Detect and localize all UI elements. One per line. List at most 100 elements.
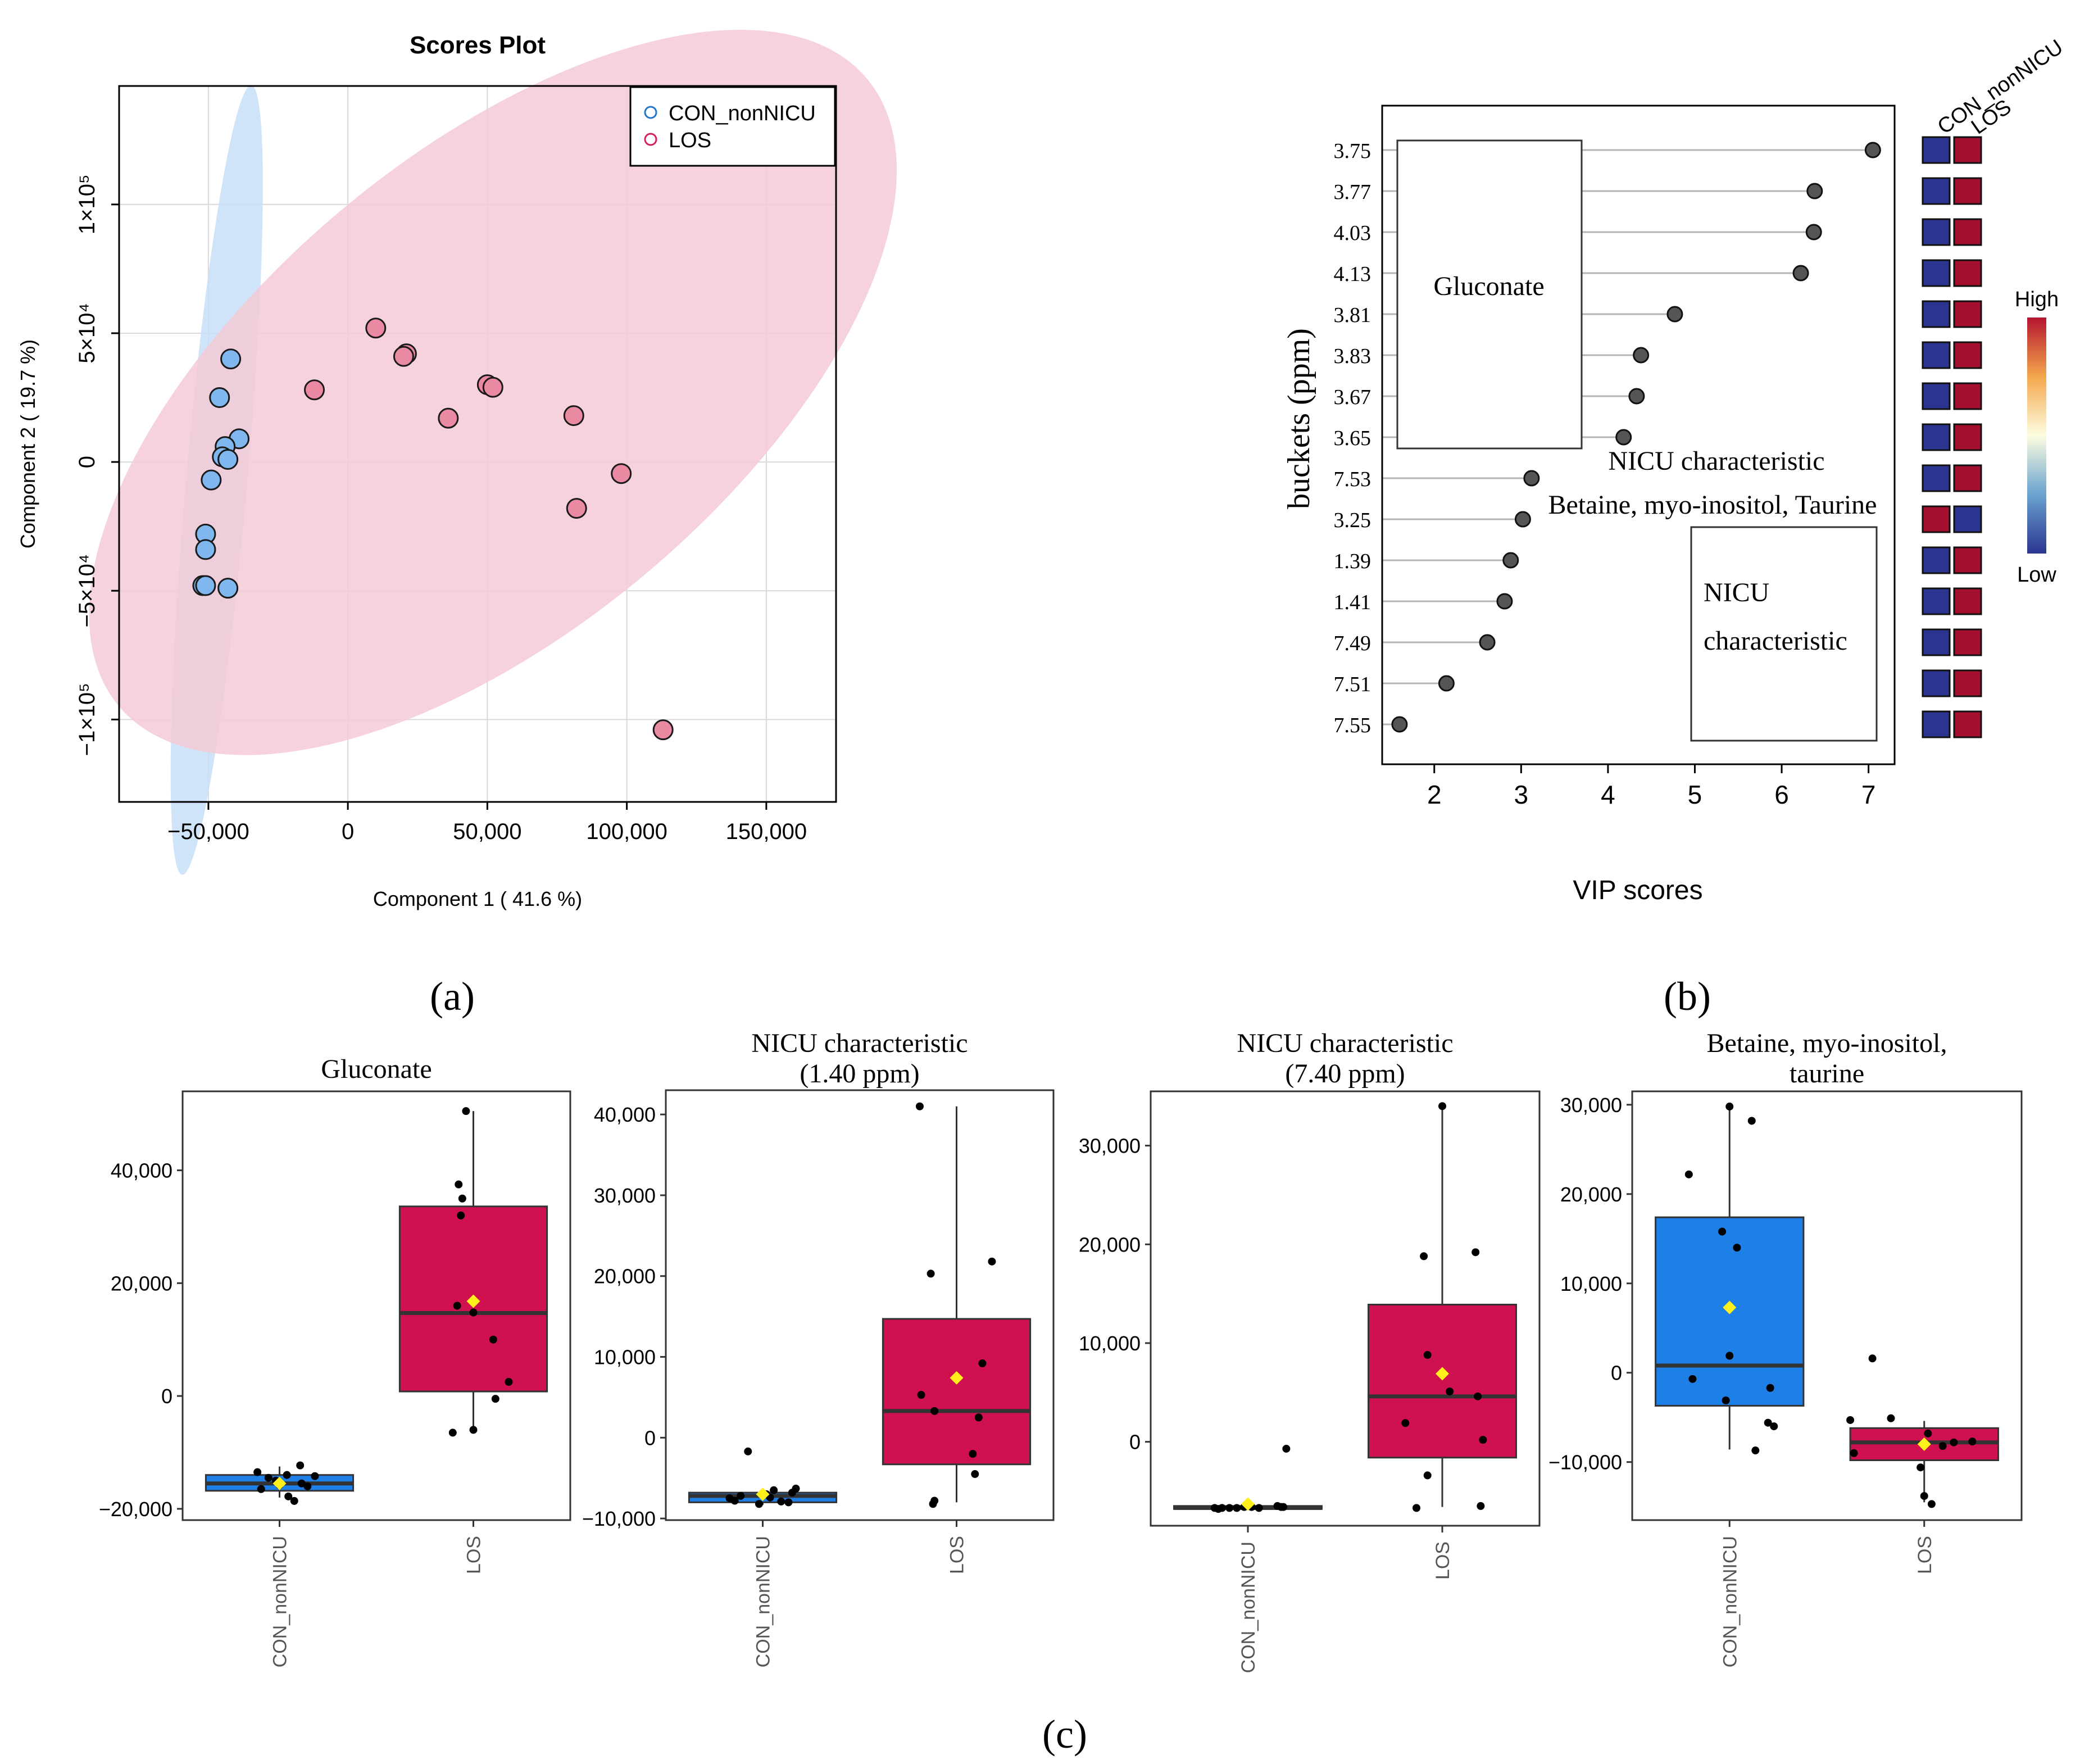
- vip-bucket-label: 4.13: [1334, 262, 1371, 286]
- vip-dot: [1479, 634, 1496, 651]
- heatmap-cell-los: [1953, 628, 1982, 656]
- boxplot-point: [1924, 1429, 1932, 1437]
- x-tick-label: 150,000: [726, 819, 807, 844]
- boxplot-point: [253, 1468, 262, 1476]
- boxplot-title-line: Betaine, myo-inositol,: [1707, 1028, 1947, 1058]
- boxplot-point: [1725, 1103, 1734, 1111]
- boxplot-y-tick-label: 40,000: [111, 1159, 172, 1182]
- boxplot-y-tick-label: 30,000: [1560, 1094, 1622, 1117]
- vip-bucket-label: 3.65: [1334, 427, 1371, 450]
- boxplot-point: [1722, 1396, 1730, 1404]
- boxplot-point: [458, 1194, 466, 1203]
- boxplot-y-tick-label: 20,000: [1560, 1183, 1622, 1206]
- y-tick-label: −1×10⁵: [75, 683, 99, 756]
- heatmap-cell-con-nonnicu: [1922, 628, 1951, 656]
- boxplot-point: [264, 1473, 273, 1482]
- boxplot-point: [1214, 1505, 1223, 1513]
- boxplot-point: [1916, 1463, 1925, 1472]
- vip-x-tick-label: 5: [1688, 780, 1702, 809]
- boxplot-point: [303, 1482, 312, 1490]
- boxplot-title-line: NICU characteristic: [751, 1028, 968, 1058]
- boxplot-point: [469, 1426, 478, 1434]
- x-tick-label: 50,000: [453, 819, 521, 844]
- vip-x-tick-label: 7: [1861, 780, 1876, 809]
- vip-dot: [1496, 593, 1513, 610]
- vip-bucket-label: 3.25: [1334, 509, 1371, 532]
- boxplot-point: [744, 1447, 752, 1455]
- score-point-con-nonnicu: [201, 469, 222, 491]
- vip-dot: [1523, 470, 1540, 487]
- panel-c-box-gluconate: Gluconate 40,000 20,000 0 −20,000 CON_nonNICU…: [99, 1054, 571, 1667]
- boxplot-point: [1420, 1252, 1428, 1260]
- boxplot-point: [1423, 1471, 1432, 1480]
- vip-dot: [1864, 142, 1881, 158]
- boxplot-point: [257, 1485, 265, 1493]
- vip-x-tick-label: 4: [1601, 780, 1615, 809]
- score-point-con-nonnicu: [195, 575, 216, 596]
- boxplot-mean-marker: [950, 1371, 964, 1385]
- boxplot-y-tick-label: 20,000: [111, 1272, 172, 1295]
- boxplot-y-tick-label: 20,000: [594, 1265, 656, 1288]
- legend-marker-con-nonnicu: [644, 106, 657, 119]
- boxplot-point: [1950, 1438, 1958, 1446]
- legend-box: [629, 86, 836, 167]
- boxplot-mean-marker: [1723, 1300, 1737, 1314]
- score-point-con-nonnicu: [217, 578, 239, 599]
- boxplot-mean-marker: [1917, 1437, 1931, 1451]
- boxplot-point: [1725, 1352, 1734, 1360]
- vip-dot: [1792, 265, 1809, 282]
- boxplot-point: [1277, 1503, 1286, 1511]
- heatmap-cell-con-nonnicu: [1922, 710, 1951, 738]
- boxplot-point: [1846, 1416, 1855, 1424]
- vip-bucket-label: 3.67: [1334, 386, 1371, 409]
- vip-dot: [1806, 183, 1823, 199]
- boxplot-point: [777, 1497, 785, 1505]
- heatmap-cell-los: [1953, 382, 1982, 410]
- boxplot-x-tick-label: LOS: [1432, 1541, 1454, 1580]
- gluconate-annotation-text: Gluconate: [1433, 271, 1544, 301]
- boxplot-point: [978, 1359, 987, 1368]
- boxplot-x-tick-label: LOS: [464, 1536, 485, 1574]
- boxplot-mean-marker: [466, 1294, 480, 1308]
- y-tick-label: 0: [75, 456, 99, 468]
- heatmap-cell-los: [1953, 136, 1982, 164]
- heatmap-cell-con-nonnicu: [1922, 669, 1951, 697]
- heatmap-cell-con-nonnicu: [1922, 259, 1951, 287]
- boxplot-point: [283, 1471, 291, 1479]
- heatmap-cell-los: [1953, 710, 1982, 738]
- score-point-con-nonnicu: [209, 387, 230, 409]
- heatmap-cell-los: [1953, 505, 1982, 533]
- heatmap-cell-con-nonnicu: [1922, 464, 1951, 492]
- vip-y-label: buckets (ppm): [1282, 328, 1316, 509]
- heatmap-cell-los: [1953, 300, 1982, 328]
- boxplot-title-line: (1.40 ppm): [800, 1059, 919, 1089]
- vip-x-label: VIP scores: [1573, 876, 1702, 905]
- panel-label-a: (a): [430, 974, 475, 1019]
- boxplot-point: [1868, 1354, 1877, 1363]
- boxplot-point: [462, 1107, 470, 1115]
- vip-bucket-label: 3.77: [1334, 180, 1371, 204]
- boxplot-point: [929, 1500, 937, 1508]
- boxplot-point: [1887, 1414, 1895, 1422]
- heatmap-cell-con-nonnicu: [1922, 300, 1951, 328]
- x-tick-label: 100,000: [586, 819, 667, 844]
- vip-bucket-label: 7.55: [1334, 714, 1371, 737]
- heatmap-cell-los: [1953, 259, 1982, 287]
- boxplot-y-tick-label: 10,000: [1079, 1332, 1141, 1355]
- boxplot-point: [1423, 1351, 1432, 1359]
- boxplot-point: [1718, 1227, 1727, 1236]
- boxplot-point: [1688, 1375, 1697, 1383]
- scores-plot-y-ticks: 1×10⁵ 5×10⁴ 0 −5×10⁴ −1×10⁵: [75, 174, 119, 756]
- boxplot-point: [1255, 1504, 1263, 1512]
- boxplot-point: [1479, 1436, 1487, 1444]
- heatmap-cell-con-nonnicu: [1922, 505, 1951, 533]
- score-point-los: [563, 405, 584, 427]
- boxplot-point: [1850, 1449, 1858, 1457]
- y-tick-label: 5×10⁴: [75, 303, 99, 363]
- boxplot-y-tick-label: 0: [1611, 1362, 1622, 1385]
- boxplot-mean-marker: [756, 1487, 770, 1501]
- heatmap-cell-con-nonnicu: [1922, 587, 1951, 615]
- boxplot-point: [770, 1486, 778, 1494]
- score-point-los: [652, 719, 674, 741]
- boxplot-point: [915, 1102, 924, 1110]
